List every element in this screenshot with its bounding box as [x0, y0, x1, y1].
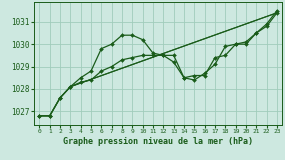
X-axis label: Graphe pression niveau de la mer (hPa): Graphe pression niveau de la mer (hPa) [63, 137, 253, 146]
